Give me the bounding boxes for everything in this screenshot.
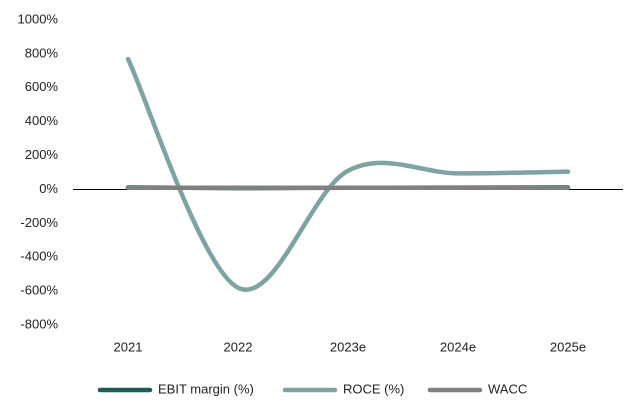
y-tick-label: 1000%: [18, 11, 59, 26]
legend-label: EBIT margin (%): [158, 381, 254, 396]
y-tick-label: 400%: [25, 113, 59, 128]
y-tick-label: 0%: [39, 181, 58, 196]
series-line: [125, 56, 571, 292]
y-tick-label: 600%: [25, 79, 59, 94]
y-tick-label: -800%: [20, 316, 58, 331]
y-tick-label: -600%: [20, 283, 58, 298]
y-tick-label: 800%: [25, 45, 59, 60]
legend-label: WACC: [488, 381, 527, 396]
x-tick-label: 2023e: [330, 339, 366, 354]
legend-label: ROCE (%): [343, 381, 404, 396]
x-tick-label: 2024e: [440, 339, 476, 354]
x-tick-label: 2022: [224, 339, 253, 354]
x-tick-label: 2025e: [550, 339, 586, 354]
x-tick-label: 2021: [114, 339, 143, 354]
y-tick-label: -200%: [20, 215, 58, 230]
y-tick-label: 200%: [25, 147, 59, 162]
y-tick-label: -400%: [20, 249, 58, 264]
